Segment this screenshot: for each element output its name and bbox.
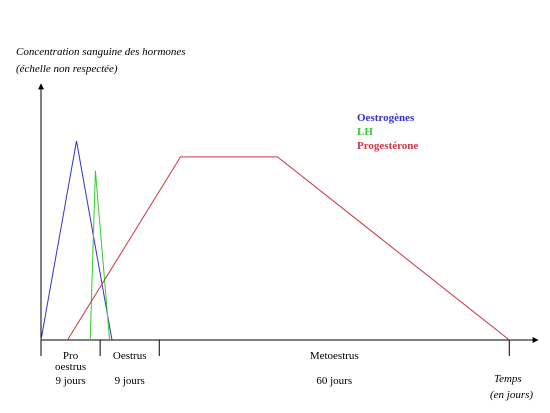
legend-entry-2: Progestérone — [357, 140, 418, 152]
phase-label-1-2: 9 jours — [115, 375, 145, 387]
y-axis-label: Concentration sanguine des hormones — [16, 46, 186, 58]
phase-label-0-2: 9 jours — [55, 375, 85, 387]
x-axis-unit: (en jours) — [490, 389, 533, 401]
legend-entry-0: Oestrogènes — [357, 112, 415, 124]
series-line-1 — [89, 170, 111, 341]
series-line-0 — [40, 140, 113, 341]
phase-label-2-0: Metoestrus — [310, 350, 359, 362]
y-axis-label-note: (échelle non respectée) — [16, 63, 118, 75]
legend-entry-1: LH — [357, 126, 373, 138]
phase-ticks — [40, 340, 510, 356]
x-axis-label: Temps — [494, 373, 522, 385]
phase-label-0-1: oestrus — [55, 361, 86, 373]
phase-label-2-2: 60 jours — [316, 375, 352, 387]
phase-label-1-0: Oestrus — [113, 350, 147, 362]
series-line-2 — [67, 156, 510, 341]
phase-label-0-0: Pro — [63, 350, 79, 362]
legend: Oestrogènes LH Progestérone — [357, 112, 418, 152]
series-lines — [40, 140, 510, 341]
